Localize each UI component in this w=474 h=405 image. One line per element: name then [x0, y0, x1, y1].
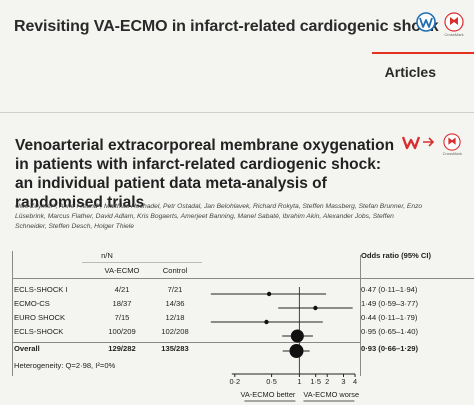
va-ecmo-events: 129/282 — [108, 344, 136, 353]
control-events: 135/283 — [161, 344, 189, 353]
col-header-va-ecmo: VA-ECMO — [104, 266, 140, 275]
forest-plot: n/N Odds ratio (95% CI) VA-ECMO Control … — [12, 251, 474, 405]
study-name: EURO SHOCK — [14, 313, 66, 322]
header-icons: CrossMark — [416, 12, 464, 37]
crossmark-icon[interactable]: CrossMark — [443, 133, 462, 156]
favours-left-label: VA-ECMO better — [241, 390, 296, 399]
x-tick-label: 3 — [341, 377, 345, 386]
va-ecmo-events: 4/21 — [114, 285, 130, 294]
divider — [0, 112, 474, 113]
nn-underline — [82, 262, 202, 263]
odds-ratio-ci: 0·44 (0·11–1·79) — [361, 313, 418, 322]
x-tick-label: 1 — [297, 377, 301, 386]
x-tick-label: 1·5 — [310, 377, 321, 386]
crossmark-icon[interactable]: CrossMark — [444, 12, 464, 37]
table-left-rule — [12, 251, 13, 376]
study-name: ECMO-CS — [14, 299, 50, 308]
va-ecmo-events: 7/15 — [114, 313, 130, 322]
col-header-control: Control — [162, 266, 188, 275]
study-name: ECLS-SHOCK I — [14, 285, 68, 294]
estimate-marker — [290, 329, 304, 343]
odds-ratio-ci: 0·93 (0·66–1·29) — [361, 344, 418, 353]
control-events: 12/18 — [165, 313, 185, 322]
control-events: 102/208 — [161, 327, 189, 336]
plot-right-rule — [360, 255, 361, 376]
page-title: Revisiting VA-ECMO in infarct-related ca… — [14, 18, 439, 35]
section-rule — [372, 52, 474, 54]
estimate-marker — [266, 291, 272, 297]
article-title: Venoarterial extracorporeal membrane oxy… — [15, 137, 395, 211]
author-list: Uwe Zeymer*, Anne Freund*, Matthias Hoch… — [15, 203, 423, 230]
control-events: 14/36 — [165, 299, 185, 308]
odds-ratio-ci: 0·95 (0·65–1·40) — [361, 327, 418, 336]
va-ecmo-events: 18/37 — [112, 299, 132, 308]
x-tick-label: 0·5 — [266, 377, 277, 386]
estimate-marker — [264, 319, 269, 325]
favours-right-label: VA-ECMO worse — [303, 390, 359, 399]
odds-ratio-header: Odds ratio (95% CI) — [361, 251, 432, 260]
x-tick-label: 2 — [325, 377, 329, 386]
x-tick-label: 4 — [353, 377, 357, 386]
odds-ratio-ci: 0·47 (0·11–1·94) — [361, 285, 418, 294]
study-name: ECLS-SHOCK — [14, 327, 64, 336]
estimate-marker — [313, 305, 318, 311]
oa-w-icon — [416, 12, 436, 32]
section-label: Articles — [384, 64, 436, 80]
va-ecmo-events: 100/209 — [108, 327, 136, 336]
nn-header: n/N — [101, 251, 113, 260]
heterogeneity-text: Heterogeneity: Q=2·98, I²=0% — [14, 361, 116, 370]
forest-plot-graphic: 0·2 0·5 1 1·5 2 3 4 VA-ECMO better VA-ECMO worse — [210, 287, 359, 402]
publication-w-icon — [401, 133, 435, 151]
control-events: 7/21 — [167, 285, 183, 294]
table-top-rule — [12, 278, 474, 279]
crossmark-caption: CrossMark — [444, 32, 464, 37]
crossmark-caption: CrossMark — [442, 151, 462, 156]
study-name: Overall — [14, 344, 40, 353]
overall-rule — [12, 342, 360, 343]
x-tick-label: 0·2 — [229, 377, 240, 386]
article-icons: CrossMark — [401, 133, 462, 156]
overall-marker — [289, 344, 304, 358]
odds-ratio-ci: 1·49 (0·59–3·77) — [361, 299, 418, 308]
